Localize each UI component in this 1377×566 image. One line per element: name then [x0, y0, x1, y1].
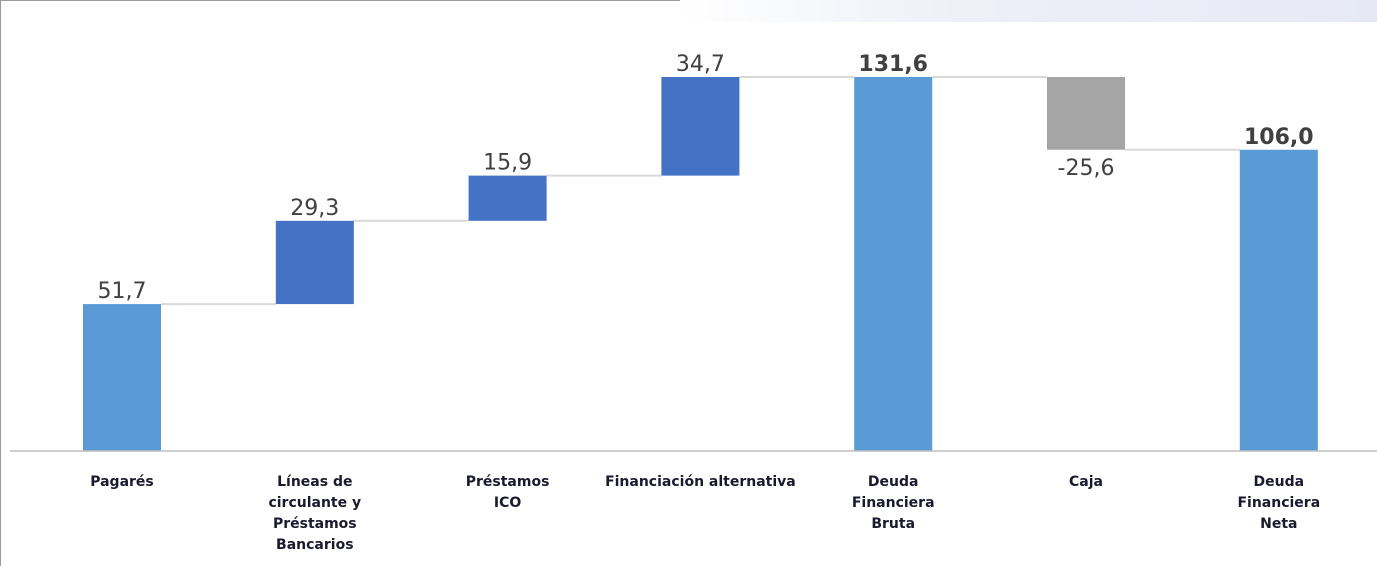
category-label-7: Deuda Financiera Neta — [1237, 474, 1320, 532]
category-label-5: Deuda Financiera Bruta — [852, 474, 935, 532]
top-decorative-band — [680, 0, 1377, 22]
category-label-1: Pagarés — [90, 474, 154, 490]
bar-3 — [468, 175, 547, 221]
bar-1 — [83, 304, 161, 451]
value-label-2: 29,3 — [290, 196, 339, 221]
category-label-6: Caja — [1069, 474, 1103, 490]
value-label-3: 15,9 — [483, 151, 532, 176]
category-label-line: Neta — [1260, 516, 1297, 532]
category-label-line: Líneas de — [277, 474, 352, 490]
bar-2 — [275, 220, 354, 305]
category-label-line: Bancarios — [276, 537, 354, 553]
bar-5 — [854, 77, 933, 451]
value-label-6: -25,6 — [1058, 156, 1115, 181]
category-label-3: Préstamos ICO — [466, 474, 550, 511]
category-label-line: Caja — [1069, 474, 1103, 490]
value-label-4: 34,7 — [676, 52, 725, 77]
bar-7 — [1239, 149, 1318, 452]
bar-4 — [661, 77, 740, 176]
category-labels: Pagarés Líneas de circulante y Préstamos Ban… — [90, 474, 1320, 553]
category-label-line: ICO — [494, 495, 521, 511]
category-label-line: Financiera — [1237, 495, 1320, 511]
value-labels: 51,7 29,3 15,9 34,7 131,6 -25,6 106,0 — [98, 52, 1314, 304]
bar-6 — [1047, 77, 1125, 150]
category-label-line: Bruta — [871, 516, 915, 532]
category-label-line: Financiera — [852, 495, 935, 511]
category-label-4: Financiación alternativa — [605, 474, 796, 490]
category-label-line: Deuda — [868, 474, 919, 490]
category-label-line: Préstamos — [466, 474, 550, 490]
category-label-line: Deuda — [1254, 474, 1305, 490]
category-label-line: Préstamos — [273, 516, 357, 532]
category-label-line: Financiación alternativa — [605, 474, 796, 490]
category-label-line: Pagarés — [90, 474, 154, 490]
category-label-2: Líneas de circulante y Préstamos Bancarios — [268, 474, 361, 553]
connector-lines — [161, 76, 1240, 306]
value-label-1: 51,7 — [98, 279, 147, 304]
value-label-5: 131,6 — [858, 52, 928, 77]
value-label-7: 106,0 — [1244, 125, 1314, 150]
bars — [83, 77, 1318, 452]
category-label-line: circulante y — [268, 495, 361, 511]
